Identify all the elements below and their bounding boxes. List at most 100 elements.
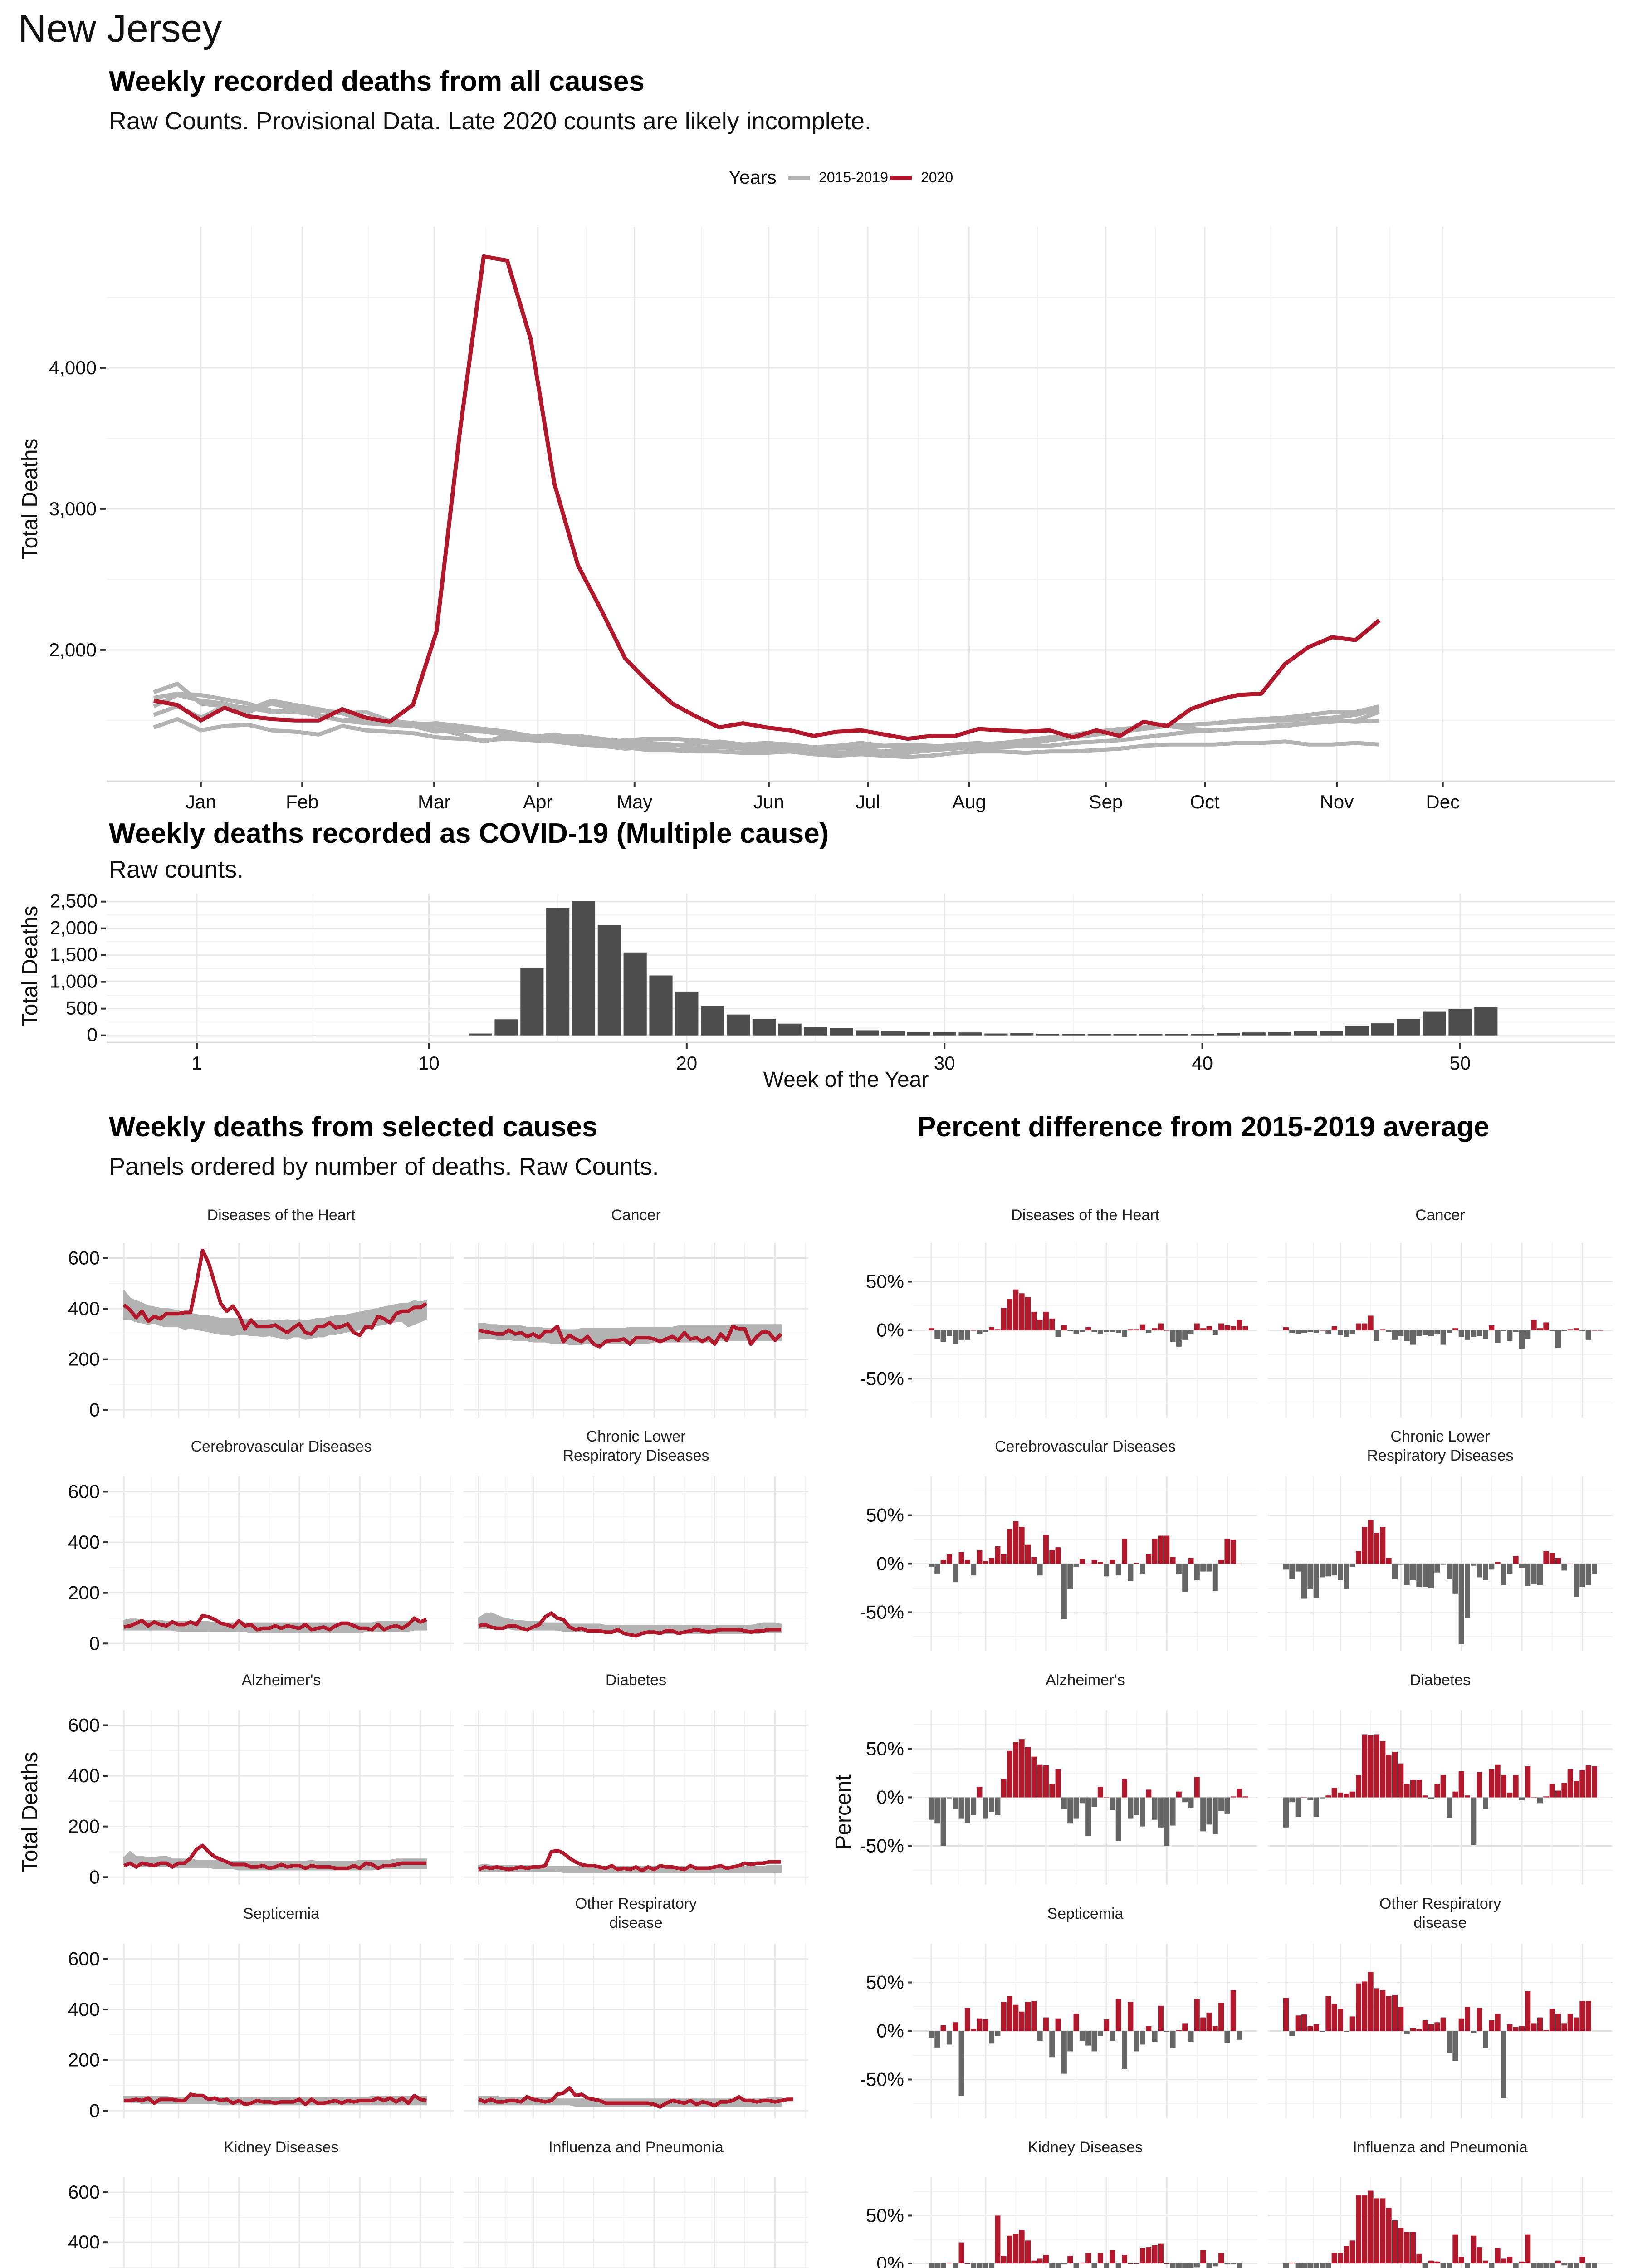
panel-strip-label: Diabetes <box>1410 1672 1471 1689</box>
pct-bar-positive <box>1230 1990 1236 2031</box>
pct-bar-positive <box>1031 1756 1037 1798</box>
pct-bar-negative <box>1458 1330 1464 1337</box>
pct-bar-positive <box>1555 2014 1561 2031</box>
pct-bar-positive <box>1398 1763 1404 1798</box>
pct-bar-positive <box>1452 2234 1458 2263</box>
panel-strip-label: Alzheimer's <box>1046 1672 1125 1689</box>
pct-bar-positive <box>1483 2260 1488 2263</box>
pct-bar-positive <box>1501 2258 1506 2263</box>
pct-bar-negative <box>1344 1330 1349 1337</box>
pct-bar-positive <box>971 2029 977 2031</box>
covid-bar <box>1268 1031 1291 1036</box>
pct-bar-positive <box>1434 2022 1440 2031</box>
panel-strip-label: Cerebrovascular Diseases <box>995 1438 1176 1455</box>
pct-bar-positive <box>1489 1325 1495 1330</box>
pct-bar-negative <box>1501 1330 1506 1331</box>
covid-bar <box>933 1032 956 1036</box>
pct-bar-positive <box>1019 2230 1025 2263</box>
y-tick-label: 0% <box>876 2020 904 2042</box>
pct-bar-negative <box>983 2263 988 2268</box>
pct-bar-positive <box>1422 1795 1428 1798</box>
pct-bar-positive <box>1031 1311 1037 1330</box>
pct-bar-negative <box>1170 2263 1176 2268</box>
pct-bar-negative <box>1489 1564 1495 1570</box>
covid-title: Weekly deaths recorded as COVID-19 (Mult… <box>109 818 829 849</box>
pct-bar-negative <box>995 1797 1001 1815</box>
panel-strip-label: Respiratory Diseases <box>1367 1447 1513 1464</box>
y-tick-label: 3,000 <box>49 498 97 519</box>
panel-counts-diabetes: Diabetes <box>464 1672 808 1885</box>
panel-pct-alzheimer-s: Alzheimer's -50% 0% 50% <box>860 1672 1257 1885</box>
pct-bar-positive <box>1152 1328 1158 1330</box>
covid-bar <box>1423 1011 1446 1036</box>
x-tick-label: Feb <box>286 791 318 812</box>
pct-bar-negative <box>1555 1330 1561 1348</box>
pct-bar-negative <box>1097 2031 1103 2036</box>
current-year-line <box>478 2086 793 2109</box>
pct-bar-positive <box>1134 1563 1139 1564</box>
legend: Years 2015-2019 2020 <box>728 166 953 188</box>
pct-bar-negative <box>1320 2031 1325 2032</box>
pct-bar-negative <box>1091 2031 1097 2052</box>
covid-bar <box>1397 1019 1420 1036</box>
pct-bar-negative <box>1170 1330 1176 1342</box>
y-tick-label: 400 <box>68 1999 100 2020</box>
pct-bar-negative <box>928 2263 934 2268</box>
pct-bar-negative <box>1410 1330 1416 1345</box>
panel-counts-alzheimer-s: Alzheimer's 0 200 400 600 <box>68 1672 454 1887</box>
pct-bar-positive <box>1122 2255 1128 2263</box>
pct-bar-negative <box>1543 2263 1549 2268</box>
pct-bar-negative <box>1049 2263 1055 2268</box>
panel-counts-cerebrovascular-diseases: Cerebrovascular Diseases 0 200 400 600 <box>68 1438 454 1654</box>
pct-bar-positive <box>1368 1520 1374 1564</box>
pct-bar-positive <box>1422 2020 1428 2031</box>
y-tick-label: -50% <box>860 1835 904 1856</box>
pct-bar-negative <box>1091 2263 1097 2268</box>
pct-bar-positive <box>1543 1322 1549 1330</box>
pct-bar-positive <box>1374 1734 1379 1798</box>
pct-bar-negative <box>1471 1797 1477 1845</box>
pct-bar-positive <box>1362 1323 1368 1330</box>
y-tick-label: 0 <box>89 1866 100 1887</box>
pct-bar-negative <box>1325 2263 1331 2268</box>
pct-bar-negative <box>1224 1797 1230 1814</box>
pct-bar-negative <box>1097 1330 1103 1334</box>
pct-bar-negative <box>1440 1330 1446 1345</box>
pct-bar-negative <box>1307 1564 1313 1589</box>
pct-bar-negative <box>1037 1564 1043 1576</box>
pct-bar-negative <box>1440 2263 1446 2268</box>
pct-bar-negative <box>977 1330 983 1334</box>
pct-bar-negative <box>1574 1564 1579 1597</box>
pct-bar-negative <box>1206 2263 1212 2268</box>
pct-bar-positive <box>1392 1995 1398 2031</box>
pct-bar-positive <box>940 1559 946 1564</box>
panel-strip-label: Kidney Diseases <box>224 2139 338 2156</box>
pct-bar-negative <box>1344 1564 1349 1589</box>
pct-bar-positive <box>1097 1562 1103 1564</box>
current-year-line <box>478 1848 781 1873</box>
panel-strip-label: Chronic Lower <box>586 1428 685 1445</box>
percent-diff-panels: Diseases of the Heart -50% 0% 50% Cancer Cere… <box>860 1207 1613 2268</box>
pct-bar-negative <box>1115 2263 1121 2268</box>
series-line-2020 <box>153 254 1381 741</box>
covid-bar <box>1242 1032 1266 1036</box>
pct-bar-positive <box>1525 2234 1531 2263</box>
pct-bar-positive <box>1356 2195 1361 2263</box>
covid-bar <box>907 1032 930 1036</box>
y-tick-label: 0 <box>89 2100 100 2121</box>
pct-bar-positive <box>1489 1769 1495 1798</box>
pct-bar-negative <box>1182 1330 1188 1340</box>
panel-strip-label: Alzheimer's <box>242 1672 321 1689</box>
pct-bar-positive <box>1585 1765 1591 1798</box>
y-tick-label: -50% <box>860 1368 904 1389</box>
pct-bar-positive <box>1128 2002 1134 2031</box>
y-tick-label: 0% <box>876 1553 904 1574</box>
pct-bar-negative <box>1513 2263 1519 2268</box>
pct-bar-negative <box>1344 2031 1349 2032</box>
panel-counts-diseases-of-the-heart: Diseases of the Heart 0 200 400 600 <box>68 1207 454 1420</box>
covid-bar <box>1345 1026 1369 1036</box>
y-tick-label: 400 <box>68 2231 100 2253</box>
pct-bar-positive <box>995 1546 1001 1564</box>
pct-bar-negative <box>1289 1564 1295 1579</box>
pct-bar-negative <box>1320 1564 1325 1578</box>
